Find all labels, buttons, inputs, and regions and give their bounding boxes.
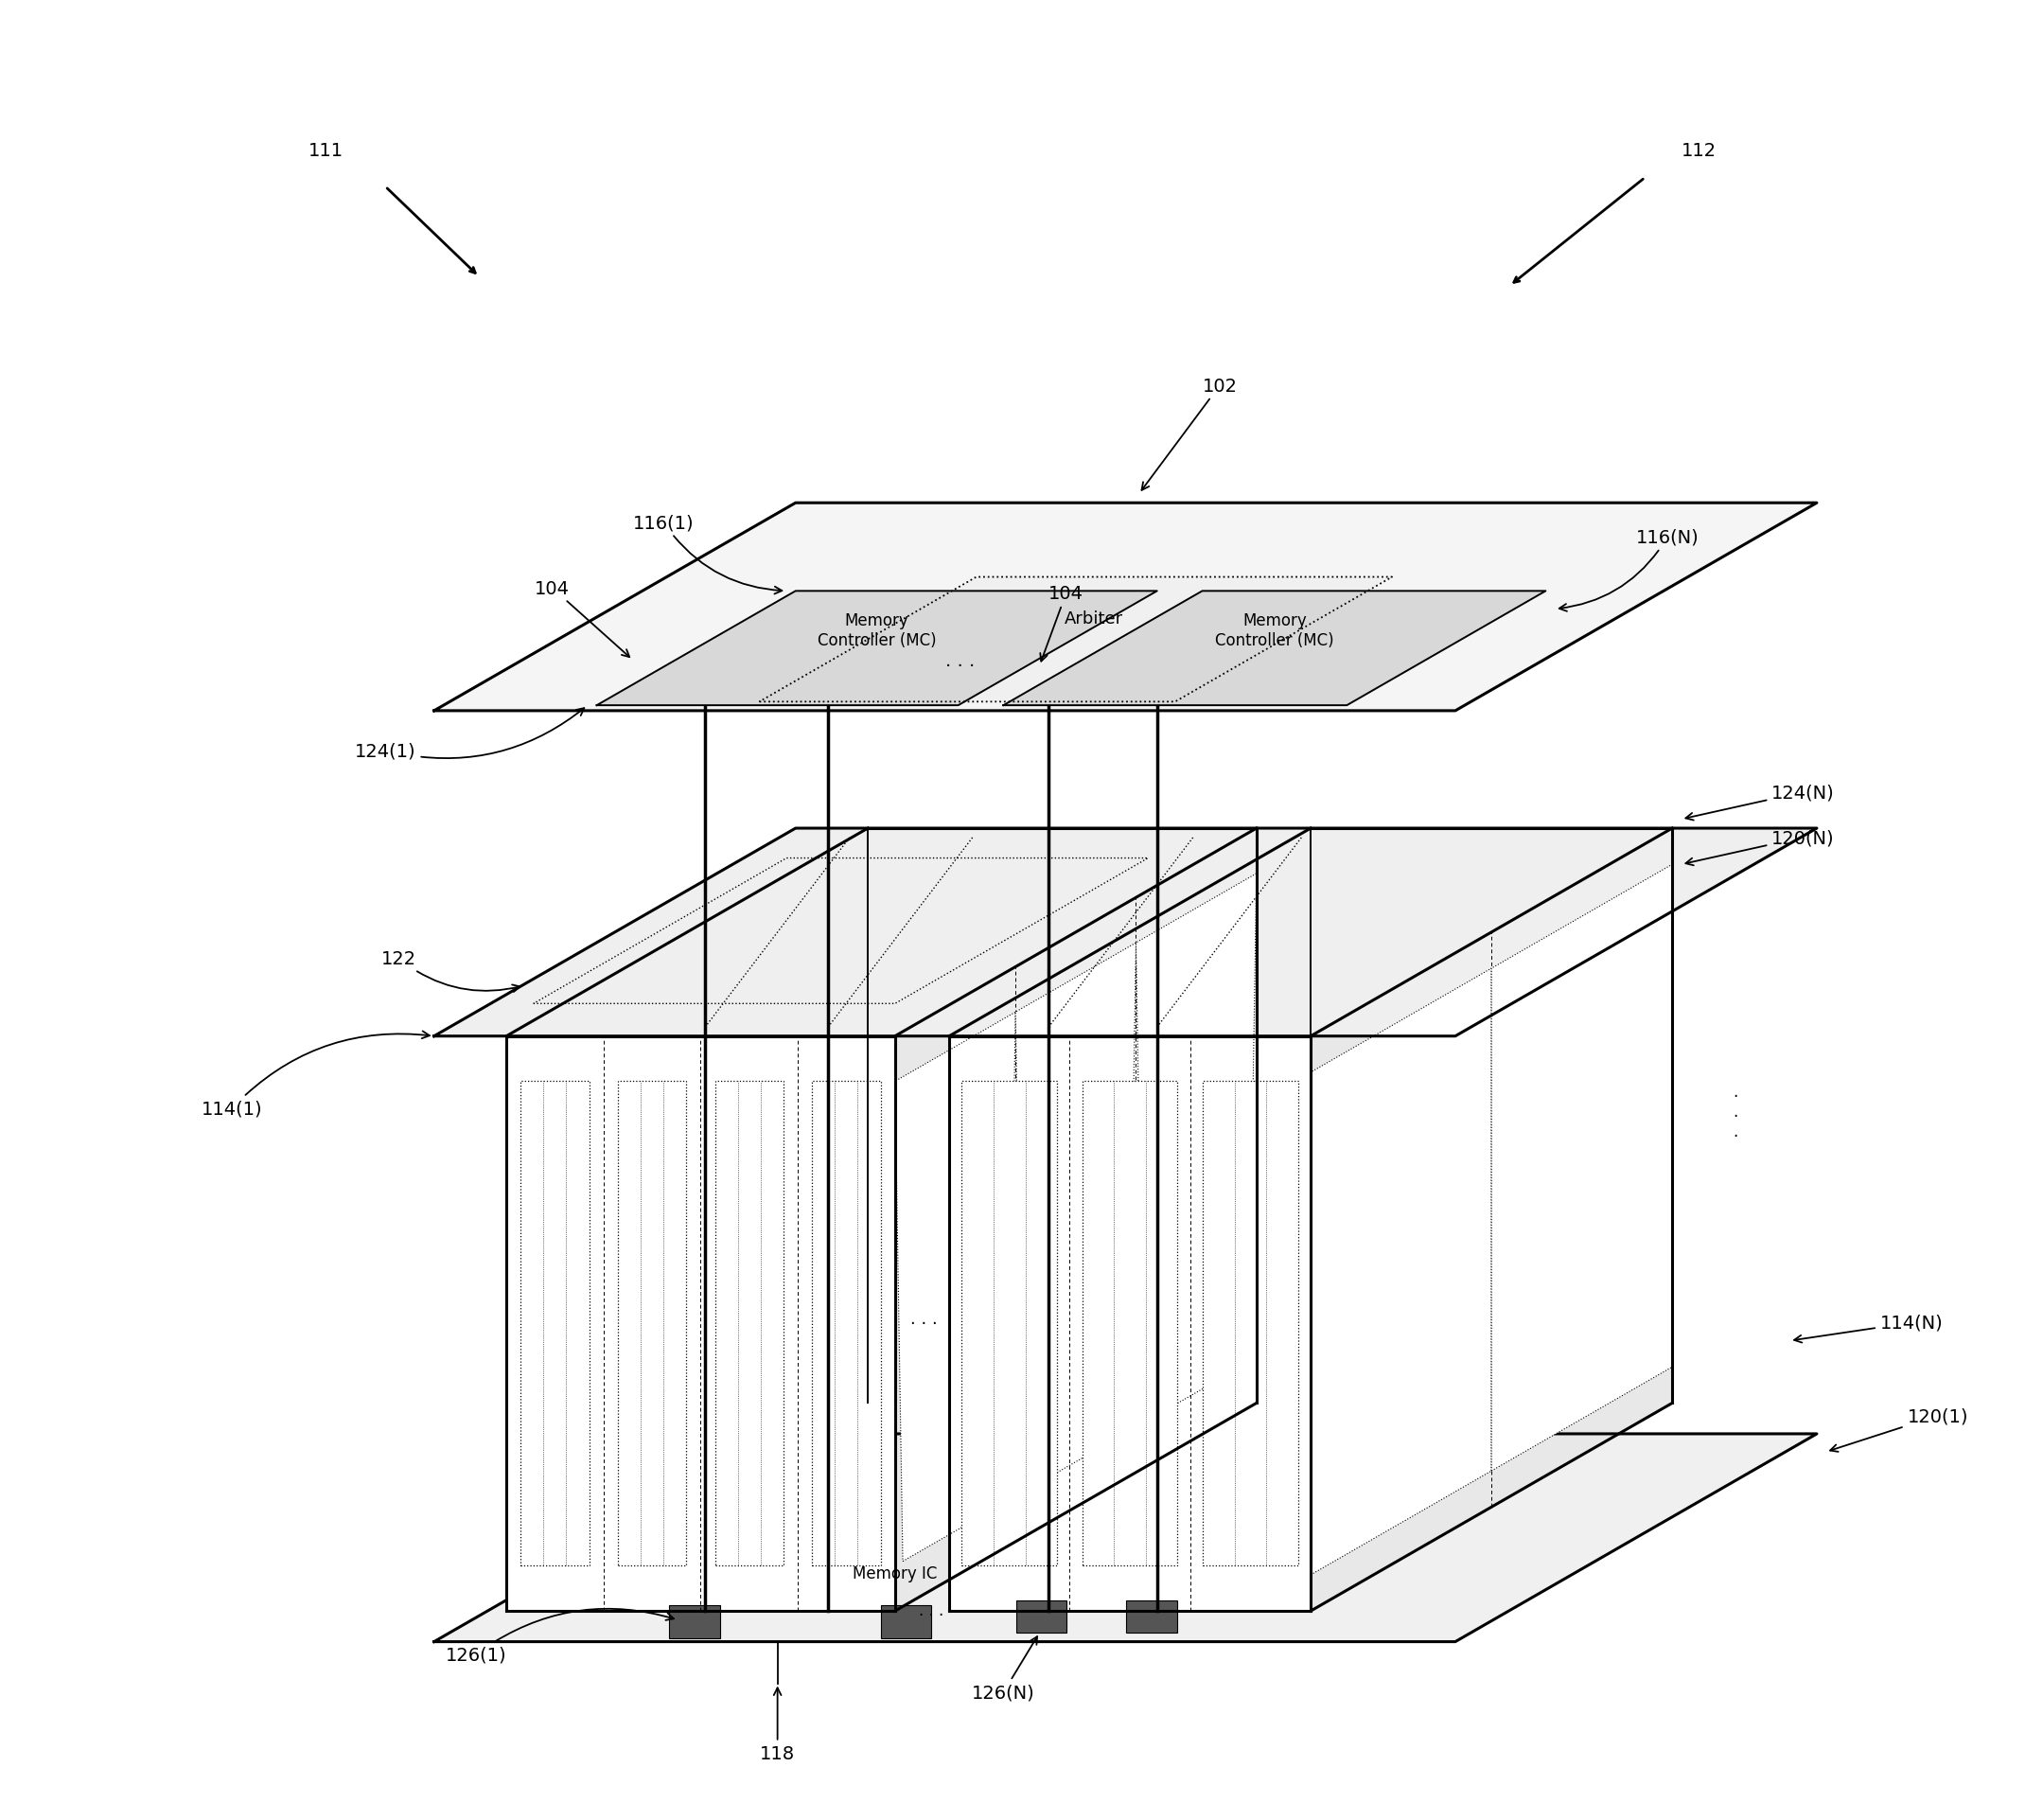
Polygon shape xyxy=(1015,943,1136,1492)
Bar xyxy=(813,1081,881,1565)
Bar xyxy=(962,1081,1056,1565)
Bar xyxy=(1126,1600,1177,1633)
Text: 111: 111 xyxy=(308,142,343,160)
Polygon shape xyxy=(1136,874,1256,1423)
Bar xyxy=(617,1081,686,1565)
Polygon shape xyxy=(760,577,1391,703)
Text: 124(N): 124(N) xyxy=(1685,784,1835,821)
Polygon shape xyxy=(433,828,1816,1036)
Text: 126(1): 126(1) xyxy=(445,1609,674,1663)
Polygon shape xyxy=(950,1036,1312,1611)
Bar xyxy=(1203,1081,1297,1565)
Text: 116(N): 116(N) xyxy=(1559,528,1700,612)
Text: 102: 102 xyxy=(1142,377,1238,491)
Text: 118: 118 xyxy=(760,1687,795,1764)
Polygon shape xyxy=(1003,592,1547,706)
Bar xyxy=(881,1605,932,1638)
Bar xyxy=(1083,1081,1177,1565)
Text: Memory
Controller (MC): Memory Controller (MC) xyxy=(817,612,936,650)
Polygon shape xyxy=(1491,864,1671,1471)
Text: 104: 104 xyxy=(535,579,629,657)
Bar xyxy=(521,1081,588,1565)
Polygon shape xyxy=(895,1012,1015,1562)
Text: 116(1): 116(1) xyxy=(633,513,782,595)
Text: ·
·
·: · · · xyxy=(1732,1088,1739,1145)
Text: · · ·: · · · xyxy=(919,1607,944,1623)
Text: 126(N): 126(N) xyxy=(972,1636,1038,1702)
Polygon shape xyxy=(433,1434,1816,1642)
Text: 114(1): 114(1) xyxy=(200,1032,429,1117)
Polygon shape xyxy=(507,1036,895,1611)
Bar xyxy=(1015,1600,1066,1633)
Text: 124(1): 124(1) xyxy=(355,708,584,761)
Text: 122: 122 xyxy=(380,950,521,992)
Text: 104: 104 xyxy=(1040,584,1083,662)
Text: Arbiter: Arbiter xyxy=(1064,610,1124,626)
Polygon shape xyxy=(895,828,1256,1611)
Text: · · ·: · · · xyxy=(946,657,975,675)
Polygon shape xyxy=(507,828,1256,1036)
Text: · · ·: · · · xyxy=(911,1316,938,1332)
Text: 120(N): 120(N) xyxy=(1685,828,1835,866)
Text: Memory
Controller (MC): Memory Controller (MC) xyxy=(1216,612,1334,650)
Bar xyxy=(668,1605,719,1638)
Polygon shape xyxy=(433,504,1816,712)
Polygon shape xyxy=(597,592,1156,706)
Polygon shape xyxy=(1312,828,1671,1611)
Polygon shape xyxy=(950,828,1671,1036)
Text: Memory IC: Memory IC xyxy=(852,1565,938,1582)
Text: 120(1): 120(1) xyxy=(1831,1407,1967,1452)
Text: 114(N): 114(N) xyxy=(1794,1314,1943,1343)
Text: 112: 112 xyxy=(1681,142,1716,160)
Polygon shape xyxy=(1312,968,1491,1574)
Bar xyxy=(715,1081,782,1565)
